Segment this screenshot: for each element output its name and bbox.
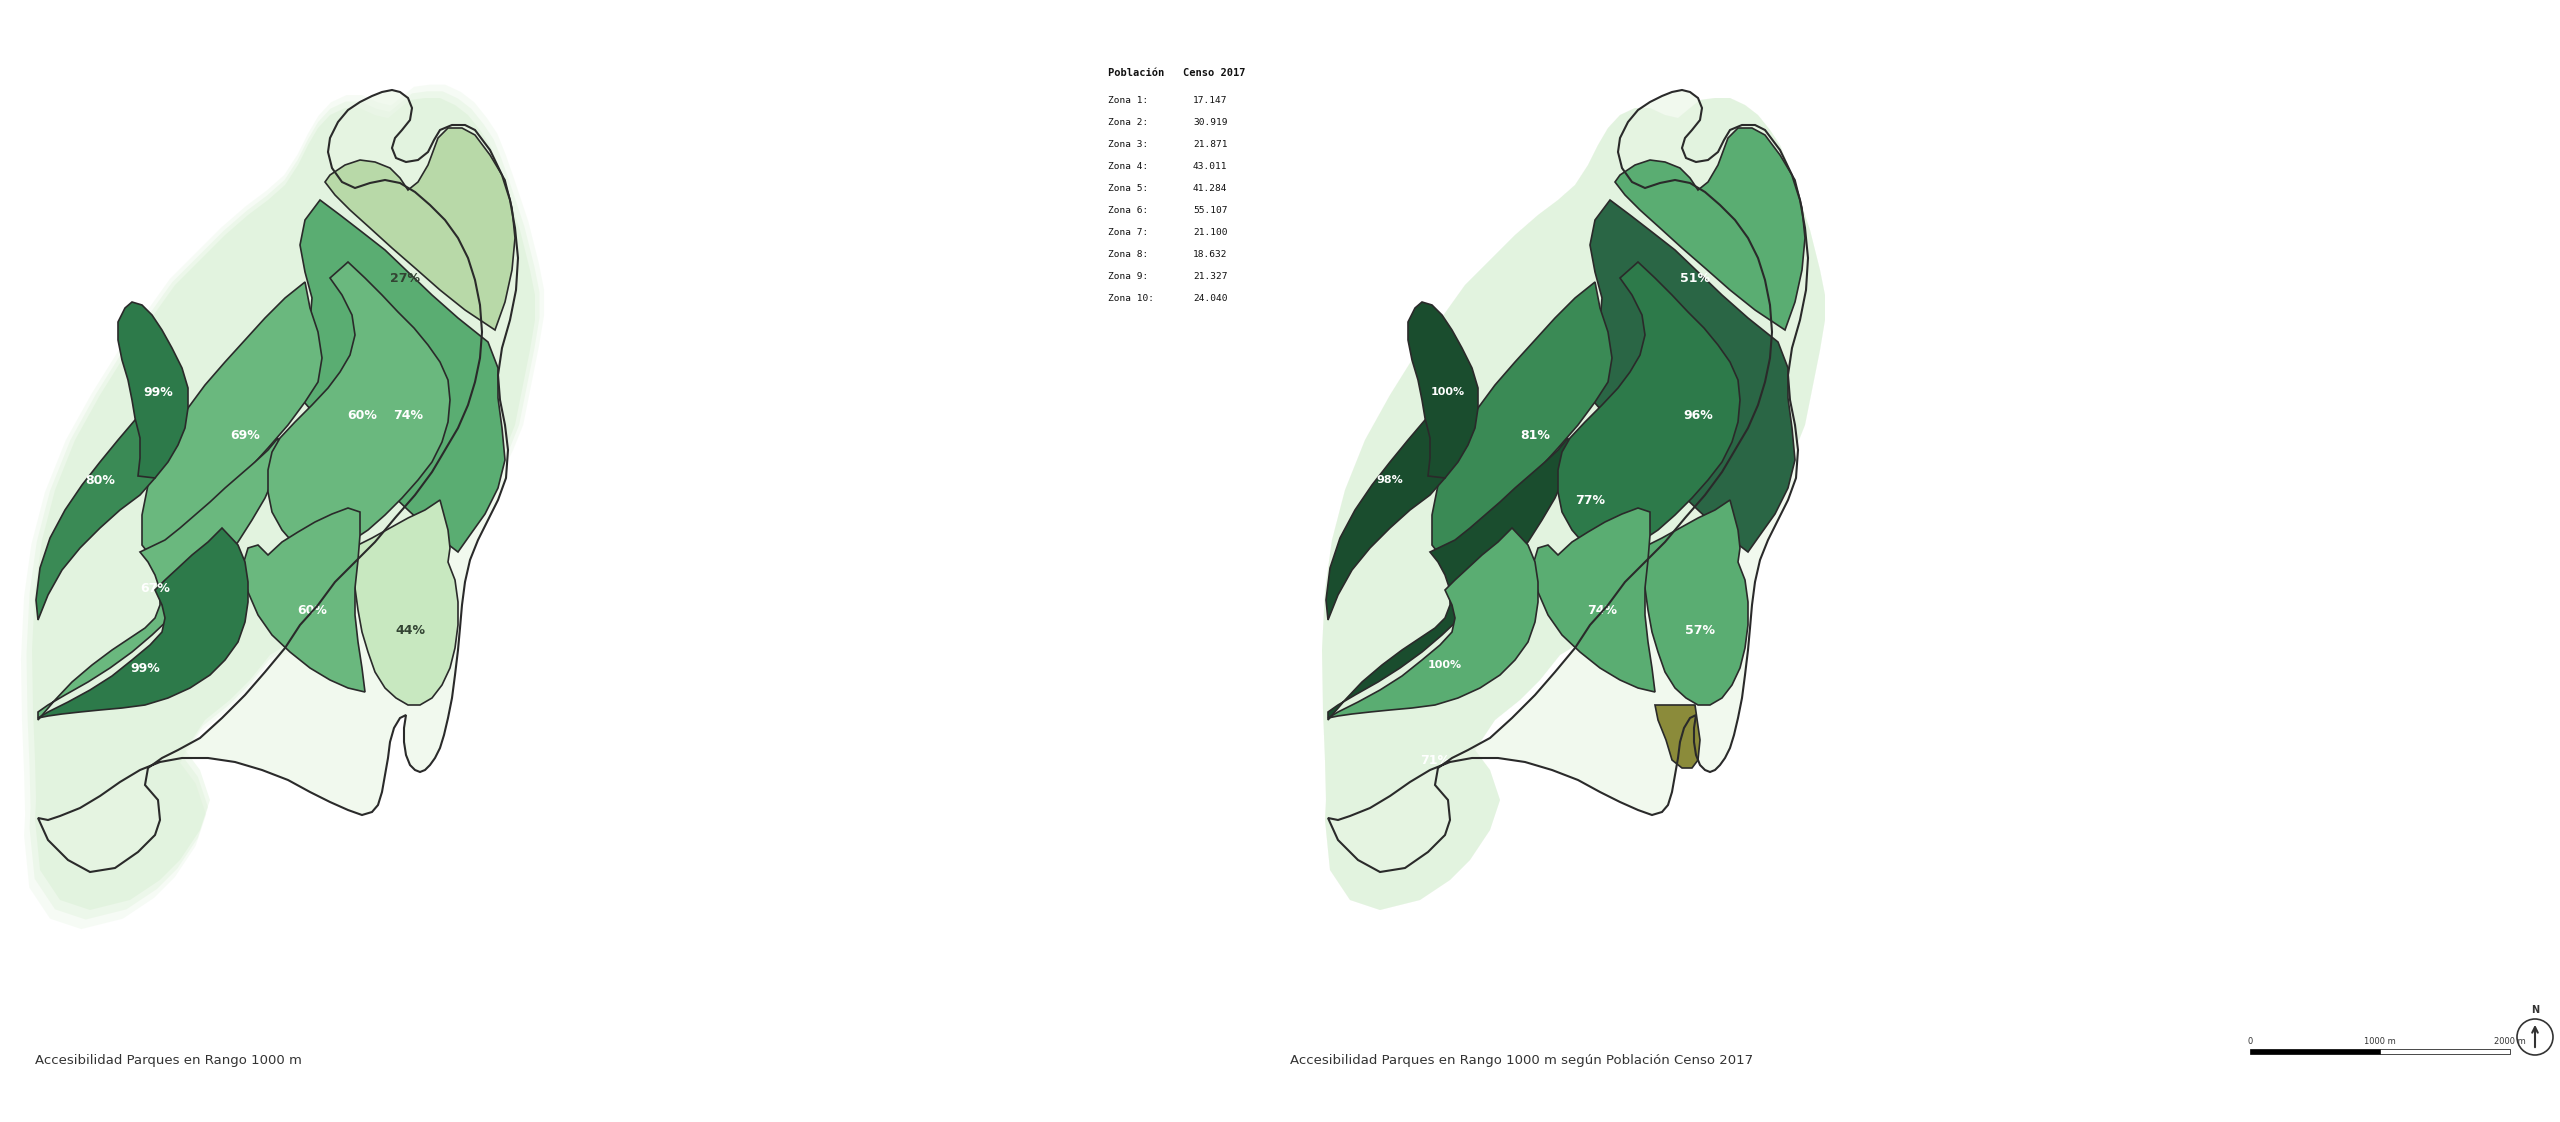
Text: 18.632: 18.632 (1193, 250, 1226, 259)
Text: 71%: 71% (1421, 754, 1449, 766)
Polygon shape (243, 508, 366, 692)
Polygon shape (279, 200, 504, 552)
Text: 99%: 99% (131, 662, 159, 674)
Text: 60%: 60% (297, 604, 328, 616)
Text: 55.107: 55.107 (1193, 206, 1226, 215)
Text: 0: 0 (2248, 1037, 2253, 1046)
Text: 1000 m: 1000 m (2363, 1037, 2396, 1046)
Text: 51%: 51% (1679, 272, 1710, 285)
Polygon shape (1408, 302, 1477, 478)
Text: Zona 4:: Zona 4: (1108, 162, 1149, 171)
Polygon shape (1569, 200, 1795, 552)
Text: Zona 8:: Zona 8: (1108, 250, 1149, 259)
Text: Accesibilidad Parques en Rango 1000 m: Accesibilidad Parques en Rango 1000 m (36, 1054, 302, 1067)
Text: Zona 6:: Zona 6: (1108, 206, 1149, 215)
Text: 21.871: 21.871 (1193, 140, 1226, 149)
Bar (2250, 1049, 2381, 1054)
Polygon shape (1559, 263, 1741, 552)
Text: 98%: 98% (1377, 475, 1403, 485)
Text: 57%: 57% (1684, 624, 1715, 636)
Text: 27%: 27% (389, 272, 420, 285)
Text: 81%: 81% (1521, 429, 1549, 441)
Text: 2000 m: 2000 m (2493, 1037, 2527, 1046)
Text: Zona 5:: Zona 5: (1108, 184, 1149, 193)
Text: 43.011: 43.011 (1193, 162, 1226, 171)
Text: Accesibilidad Parques en Rango 1000 m según Población Censo 2017: Accesibilidad Parques en Rango 1000 m se… (1290, 1054, 1754, 1067)
Text: Zona 10:: Zona 10: (1108, 294, 1155, 303)
Text: 60%: 60% (348, 408, 376, 422)
Text: 74%: 74% (394, 408, 422, 422)
Text: 67%: 67% (141, 581, 169, 595)
Polygon shape (118, 302, 187, 478)
Text: 100%: 100% (1431, 387, 1464, 397)
Bar (2381, 1049, 2509, 1054)
Text: Población   Censo 2017: Población Censo 2017 (1108, 68, 1247, 79)
Polygon shape (38, 90, 517, 872)
Text: N: N (2532, 1005, 2540, 1015)
Polygon shape (1654, 705, 1700, 767)
Text: 30.919: 30.919 (1193, 118, 1226, 127)
Text: 100%: 100% (1428, 660, 1462, 670)
Polygon shape (1321, 98, 1825, 910)
Polygon shape (38, 438, 279, 720)
Polygon shape (1326, 402, 1452, 620)
Polygon shape (26, 91, 540, 920)
Text: Zona 9:: Zona 9: (1108, 272, 1149, 280)
Text: 44%: 44% (394, 624, 425, 636)
Polygon shape (1531, 508, 1654, 692)
Text: 24.040: 24.040 (1193, 294, 1226, 303)
Text: Zona 7:: Zona 7: (1108, 228, 1149, 237)
Polygon shape (36, 402, 161, 620)
Polygon shape (20, 84, 545, 929)
Polygon shape (1321, 98, 1825, 910)
Polygon shape (325, 128, 515, 330)
Polygon shape (1646, 500, 1748, 705)
Text: 69%: 69% (230, 429, 261, 441)
Polygon shape (269, 263, 451, 552)
Text: Zona 2:: Zona 2: (1108, 118, 1149, 127)
Polygon shape (141, 282, 323, 568)
Text: 77%: 77% (1574, 494, 1605, 506)
Text: 74%: 74% (1587, 604, 1618, 616)
Polygon shape (1329, 528, 1539, 718)
Polygon shape (1431, 282, 1613, 568)
Text: 21.100: 21.100 (1193, 228, 1226, 237)
Polygon shape (1329, 90, 1807, 872)
Polygon shape (31, 98, 535, 910)
Polygon shape (38, 528, 248, 718)
Text: Zona 1:: Zona 1: (1108, 96, 1149, 105)
Text: 21.327: 21.327 (1193, 272, 1226, 280)
Text: 41.284: 41.284 (1193, 184, 1226, 193)
Text: 80%: 80% (84, 473, 115, 487)
Polygon shape (1329, 438, 1569, 720)
Polygon shape (1321, 98, 1825, 910)
Polygon shape (1615, 128, 1805, 330)
Text: 96%: 96% (1682, 408, 1713, 422)
Text: 17.147: 17.147 (1193, 96, 1226, 105)
Polygon shape (356, 500, 458, 705)
Text: Zona 3:: Zona 3: (1108, 140, 1149, 149)
Text: 99%: 99% (143, 386, 174, 398)
